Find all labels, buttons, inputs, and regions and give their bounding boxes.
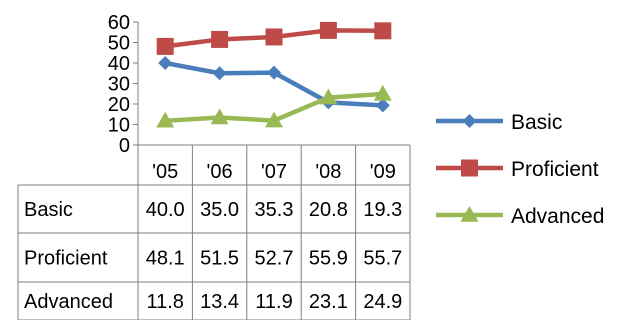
- table-row-header: Proficient: [24, 248, 108, 270]
- table-cell: 51.5: [200, 248, 239, 270]
- table-cell: 13.4: [200, 291, 239, 313]
- data-point-proficient: [211, 30, 229, 48]
- data-point-proficient: [319, 21, 337, 39]
- x-tick-label: '07: [261, 161, 287, 183]
- x-tick-label: '06: [207, 161, 233, 183]
- y-tick-label: 50: [108, 33, 130, 55]
- data-point-advanced: [319, 88, 338, 105]
- legend-marker-proficient: [461, 159, 478, 177]
- table-cell: 24.9: [363, 291, 402, 313]
- y-tick-label: 30: [108, 74, 130, 96]
- data-point-basic: [212, 66, 227, 81]
- y-tick-label: 60: [108, 12, 130, 34]
- data-point-advanced: [156, 111, 175, 128]
- table-row-header: Advanced: [24, 291, 113, 313]
- data-point-basic: [267, 65, 281, 80]
- table-cell: 48.1: [146, 248, 185, 270]
- table-row-header: Basic: [24, 199, 73, 221]
- table-cell: 35.3: [255, 199, 294, 221]
- x-tick-label: '09: [370, 161, 396, 183]
- table-cell: 11.9: [255, 291, 292, 313]
- y-tick-label: 40: [108, 53, 130, 75]
- legend-label: Basic: [511, 111, 562, 134]
- y-tick-label: 20: [108, 94, 130, 116]
- table-cell: 23.1: [309, 291, 348, 313]
- y-tick-label: 0: [119, 135, 130, 157]
- x-tick-label: '08: [315, 161, 341, 183]
- table-cell: 52.7: [255, 248, 294, 270]
- table-cell: 11.8: [146, 291, 183, 313]
- data-point-advanced: [373, 84, 392, 101]
- data-point-proficient: [265, 28, 283, 46]
- table-cell: 55.9: [309, 248, 348, 270]
- legend-marker-advanced: [460, 206, 479, 222]
- data-point-advanced: [265, 111, 283, 128]
- x-tick-label: '05: [152, 161, 178, 183]
- data-point-basic: [158, 56, 173, 70]
- legend-label: Proficient: [511, 158, 599, 181]
- data-point-advanced: [210, 108, 229, 125]
- data-point-basic: [375, 98, 390, 113]
- table-cell: 19.3: [363, 199, 402, 221]
- table-cell: 35.0: [200, 199, 239, 221]
- legend-marker-basic: [462, 114, 477, 128]
- table-cell: 20.8: [309, 199, 348, 221]
- table-cell: 55.7: [363, 248, 402, 270]
- data-point-proficient: [374, 22, 392, 40]
- legend-label: Advanced: [511, 205, 604, 228]
- data-point-proficient: [156, 37, 174, 55]
- y-tick-label: 10: [108, 115, 130, 137]
- table-cell: 40.0: [146, 199, 185, 221]
